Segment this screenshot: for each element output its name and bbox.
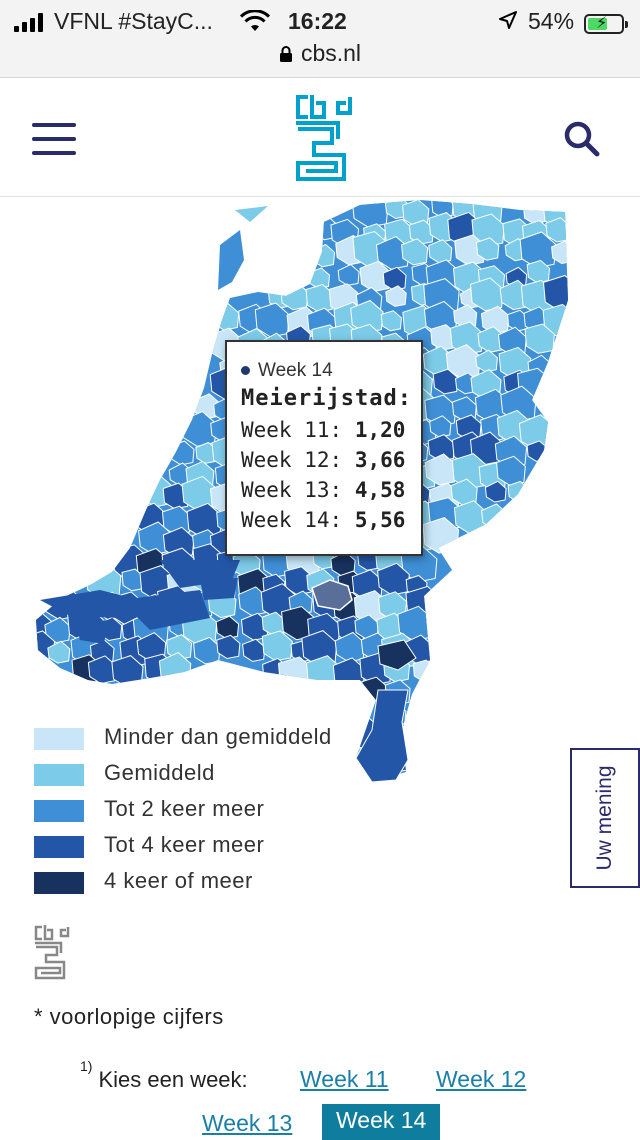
highlighted-region-meierijstad[interactable]: [311, 579, 353, 611]
legend-label: 4 keer of meer: [104, 868, 253, 893]
map-region[interactable]: [359, 260, 391, 293]
map-region[interactable]: [496, 455, 526, 486]
map-region[interactable]: [545, 217, 570, 243]
tooltip-rows: Week 11: 1,20 Week 12: 3,66 Week 13: 4,58 W…: [241, 415, 407, 535]
map-region[interactable]: [337, 263, 360, 286]
map-region[interactable]: [519, 231, 557, 269]
darkest-region[interactable]: [377, 639, 417, 671]
week-selector-label: 1)Kies een week:: [80, 1058, 248, 1093]
tooltip-series: Week 14: [241, 360, 407, 382]
hamburger-menu-icon[interactable]: [32, 123, 76, 155]
map-region[interactable]: [432, 368, 459, 395]
status-bar: VFNL #StayC... 16:22 54% ⚡ cbs.nl: [0, 0, 640, 78]
map-region[interactable]: [401, 238, 429, 266]
week-link-13[interactable]: Week 13: [202, 1110, 293, 1136]
legend-label: Minder dan gemiddeld: [104, 724, 332, 749]
week-link-11[interactable]: Week 11: [300, 1066, 389, 1092]
location-arrow-icon: [499, 11, 517, 29]
map-region[interactable]: [242, 638, 266, 662]
legend-item[interactable]: Tot 4 keer meer: [34, 832, 374, 868]
map-region[interactable]: [408, 219, 435, 245]
map-region[interactable]: [427, 434, 456, 462]
map-region[interactable]: [484, 480, 507, 503]
legend-swatch: [34, 872, 84, 894]
map-region[interactable]: [475, 349, 498, 373]
clock-time: 16:22: [288, 8, 347, 34]
map-region[interactable]: [551, 240, 574, 265]
cbs-logo-icon[interactable]: [294, 93, 354, 183]
map-region[interactable]: [261, 611, 286, 636]
legend-swatch: [34, 836, 84, 858]
map-region[interactable]: [542, 274, 580, 312]
legend-item[interactable]: Minder dan gemiddeld: [34, 724, 374, 760]
map-region[interactable]: [453, 304, 478, 329]
legend-item[interactable]: 4 keer of meer: [34, 868, 374, 904]
map-region[interactable]: [47, 640, 71, 664]
map-region[interactable]: [475, 237, 500, 261]
provisional-figures-note: * voorlopige cijfers: [34, 1004, 224, 1029]
map-tooltip: Week 14 Meierijstad: Week 11: 1,20 Week 1…: [225, 340, 423, 556]
battery-icon: ⚡: [584, 14, 628, 34]
map-region[interactable]: [166, 634, 193, 661]
legend-swatch: [34, 728, 84, 750]
tooltip-row: Week 14: 5,56: [241, 508, 406, 532]
cbs-small-logo-icon: [34, 925, 70, 980]
url-bar[interactable]: cbs.nl: [0, 40, 640, 67]
map-region[interactable]: [385, 285, 407, 307]
tooltip-row: Week 13: 4,58: [241, 478, 406, 502]
lock-icon: [279, 46, 292, 62]
week-link-12[interactable]: Week 12: [436, 1066, 527, 1092]
map-region[interactable]: [305, 283, 335, 313]
map-region[interactable]: [215, 615, 240, 640]
zeeland-regions[interactable]: [40, 560, 240, 644]
week-link-14-active[interactable]: Week 14: [322, 1104, 441, 1140]
wifi-icon: [240, 10, 270, 31]
map-region[interactable]: [87, 655, 117, 685]
url-text: cbs.nl: [300, 40, 362, 66]
map-region[interactable]: [428, 239, 453, 264]
map-region[interactable]: [469, 277, 504, 312]
battery-level-fill: [588, 18, 607, 30]
feedback-button[interactable]: Uw mening: [570, 748, 640, 888]
map-legend: Minder dan gemiddeld Gemiddeld Tot 2 keer …: [34, 724, 374, 904]
map-region[interactable]: [424, 394, 457, 427]
map-region[interactable]: [261, 630, 293, 662]
map-region[interactable]: [382, 266, 407, 291]
map-region[interactable]: [350, 299, 384, 334]
map-region[interactable]: [449, 321, 484, 356]
limburg-regions[interactable]: [355, 689, 409, 783]
map-region[interactable]: [424, 453, 457, 486]
map-region[interactable]: [429, 415, 452, 438]
tooltip-title: Meierijstad:: [241, 386, 412, 411]
legend-label: Tot 2 keer meer: [104, 796, 265, 821]
map-region[interactable]: [216, 634, 241, 660]
tooltip-row: Week 11: 1,20: [241, 418, 406, 442]
map-region[interactable]: [380, 310, 402, 332]
legend-item[interactable]: Gemiddeld: [34, 760, 374, 796]
signal-strength-icon: [14, 12, 46, 32]
legend-swatch: [34, 764, 84, 786]
search-icon[interactable]: [564, 121, 600, 157]
map-region[interactable]: [162, 526, 195, 559]
tooltip-row: Week 12: 3,66: [241, 448, 406, 472]
charging-bolt-icon: ⚡: [596, 15, 608, 32]
map-region[interactable]: [494, 435, 528, 468]
carrier-name: VFNL #StayC...: [54, 8, 213, 34]
series-dot-icon: [241, 366, 250, 375]
site-header: [0, 79, 640, 197]
legend-item[interactable]: Tot 2 keer meer: [34, 796, 374, 832]
legend-swatch: [34, 800, 84, 822]
legend-label: Tot 4 keer meer: [104, 832, 265, 857]
legend-label: Gemiddeld: [104, 760, 215, 785]
battery-percent: 54%: [528, 8, 575, 34]
